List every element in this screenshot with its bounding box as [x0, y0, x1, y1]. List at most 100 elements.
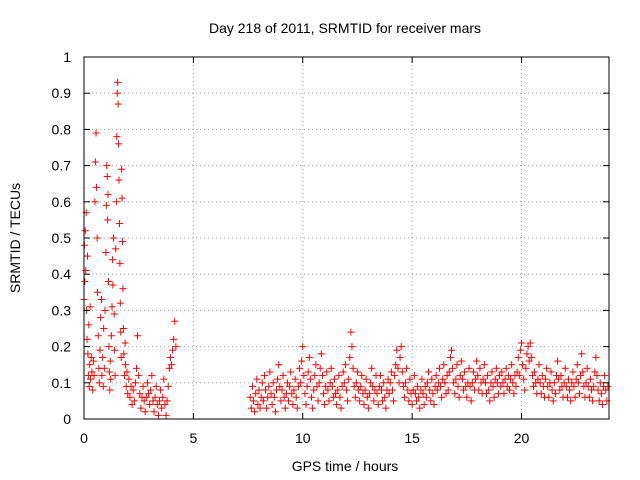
data-point: [149, 397, 157, 405]
data-point: [303, 382, 311, 390]
data-point: [116, 259, 124, 267]
data-point: [92, 129, 100, 137]
data-point: [258, 379, 266, 387]
data-point: [131, 379, 139, 387]
data-point: [369, 382, 377, 390]
data-point: [456, 372, 464, 380]
data-point: [520, 375, 528, 383]
data-point: [425, 368, 433, 376]
data-point: [103, 162, 111, 170]
data-point: [159, 393, 167, 401]
data-point: [93, 234, 101, 242]
data-point: [163, 397, 171, 405]
data-point: [106, 357, 114, 365]
data-point: [469, 368, 477, 376]
data-point: [345, 375, 353, 383]
data-point: [513, 368, 521, 376]
data-point: [556, 386, 564, 394]
data-point: [390, 397, 398, 405]
data-point: [346, 353, 354, 361]
data-point: [563, 393, 571, 401]
data-point: [551, 390, 559, 398]
data-point: [127, 382, 135, 390]
y-tick-label: 0.8: [52, 121, 72, 137]
data-point: [427, 397, 435, 405]
data-point: [515, 372, 523, 380]
data-point: [465, 364, 473, 372]
data-point: [550, 379, 558, 387]
data-point: [302, 401, 310, 409]
data-point: [344, 397, 352, 405]
data-point: [373, 390, 381, 398]
data-point: [291, 375, 299, 383]
data-point: [317, 350, 325, 358]
data-point: [497, 382, 505, 390]
data-point: [570, 382, 578, 390]
data-point: [106, 386, 114, 394]
data-point: [113, 89, 121, 97]
grid: [84, 57, 609, 419]
data-point: [140, 397, 148, 405]
data-point: [403, 364, 411, 372]
data-point: [496, 372, 504, 380]
data-point: [84, 350, 92, 358]
data-point: [118, 165, 126, 173]
data-point: [297, 379, 305, 387]
data-point: [453, 361, 461, 369]
data-point: [397, 343, 405, 351]
data-point: [145, 390, 153, 398]
data-point: [411, 390, 419, 398]
data-point: [504, 372, 512, 380]
data-point: [117, 353, 125, 361]
data-point: [124, 390, 132, 398]
y-tick-label: 0.5: [52, 230, 72, 246]
x-tick-label: 20: [514, 430, 530, 446]
data-point: [385, 390, 393, 398]
data-point: [104, 216, 112, 224]
data-point: [468, 379, 476, 387]
data-point: [332, 390, 340, 398]
data-point: [483, 390, 490, 398]
data-point: [82, 267, 90, 275]
data-point: [452, 375, 460, 383]
data-point: [114, 78, 122, 86]
data-point: [341, 361, 349, 369]
data-point: [335, 372, 343, 380]
data-point: [355, 386, 363, 394]
data-point: [491, 375, 499, 383]
data-point: [260, 372, 268, 380]
data-point: [117, 328, 125, 336]
data-point: [350, 382, 358, 390]
data-point: [535, 361, 543, 369]
y-tick-labels: 0 0.1 0.2 0.3 0.4 0.5 0.6 0.7 0.8 0.9 1: [52, 49, 72, 427]
data-point: [510, 390, 518, 398]
data-point: [500, 390, 508, 398]
data-point: [90, 372, 98, 380]
data-point: [171, 317, 179, 325]
data-point: [484, 372, 492, 380]
data-point: [86, 361, 94, 369]
data-point: [290, 386, 298, 394]
data-point: [269, 379, 277, 387]
data-point: [473, 357, 481, 365]
data-point: [524, 343, 532, 351]
data-point: [571, 393, 579, 401]
data-point: [92, 183, 100, 191]
data-point: [479, 375, 487, 383]
data-point: [172, 343, 180, 351]
data-point: [266, 368, 274, 376]
data-point: [96, 346, 104, 354]
data-point: [572, 375, 580, 383]
data-point: [126, 393, 134, 401]
data-point: [395, 379, 403, 387]
data-point: [384, 375, 392, 383]
data-point: [254, 401, 262, 409]
data-point: [480, 361, 488, 369]
data-point: [568, 379, 576, 387]
data-point: [593, 372, 601, 380]
data-point: [357, 382, 365, 390]
data-point: [108, 256, 116, 264]
data-point: [544, 382, 552, 390]
data-point: [99, 353, 107, 361]
data-point: [430, 401, 438, 409]
